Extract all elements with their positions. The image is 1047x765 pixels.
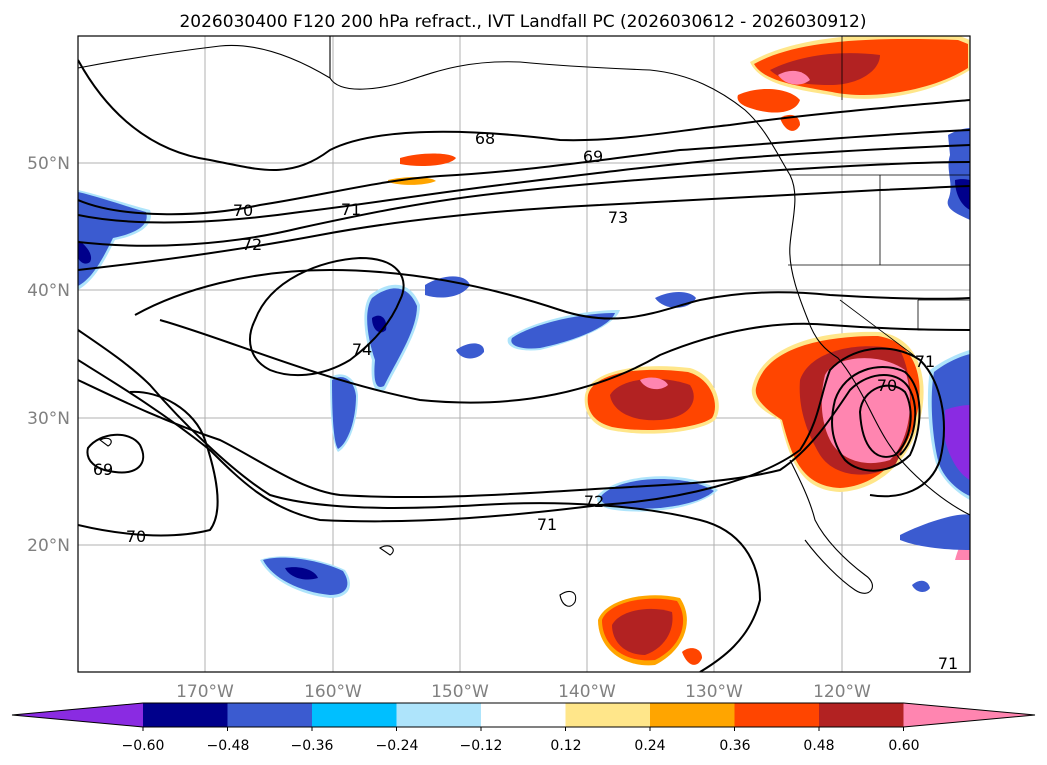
lon-label-170w: 170°W bbox=[176, 682, 234, 702]
colorbar-segment bbox=[650, 703, 736, 727]
lon-label-120w: 120°W bbox=[813, 682, 871, 702]
colorbar-tick-label: −0.36 bbox=[291, 738, 334, 754]
colorbar-tick-label: 0.60 bbox=[888, 738, 919, 754]
contour-label: 71 bbox=[341, 200, 361, 219]
colorbar-segment bbox=[396, 703, 482, 727]
contour-labels: 68 69 70 71 72 73 74 69 70 71 72 71 70 7… bbox=[93, 129, 958, 673]
colorbar-tick-label: −0.24 bbox=[376, 738, 419, 754]
contour-label: 69 bbox=[583, 147, 603, 166]
contour-label: 70 bbox=[233, 201, 253, 220]
map-frame bbox=[77, 35, 971, 673]
lon-label-130w: 130°W bbox=[685, 682, 743, 702]
lon-label-140w: 140°W bbox=[558, 682, 616, 702]
colorbar-ticks: −0.60 −0.48 −0.36 −0.24 −0.12 0.12 0.24 … bbox=[122, 738, 920, 754]
contour-label: 71 bbox=[537, 515, 557, 534]
contour-label: 73 bbox=[608, 208, 628, 227]
colorbar-tick-label: −0.12 bbox=[460, 738, 503, 754]
lat-label-50n: 50°N bbox=[27, 154, 70, 174]
colorbar bbox=[11, 702, 1036, 731]
colorbar-tick-label: 0.48 bbox=[803, 738, 834, 754]
contour-label: 70 bbox=[126, 527, 146, 546]
contour-label: 72 bbox=[242, 235, 262, 254]
longitude-labels: 170°W 160°W 150°W 140°W 130°W 120°W bbox=[176, 682, 871, 702]
lat-label-20n: 20°N bbox=[27, 536, 70, 556]
negative-shading bbox=[78, 128, 970, 598]
colorbar-tick-label: −0.60 bbox=[122, 738, 165, 754]
colorbar-segment bbox=[819, 703, 905, 727]
contour-label: 72 bbox=[584, 492, 604, 511]
colorbar-segment bbox=[481, 703, 567, 727]
lat-label-30n: 30°N bbox=[27, 409, 70, 429]
colorbar-segment bbox=[312, 703, 398, 727]
lon-label-160w: 160°W bbox=[304, 682, 362, 702]
colorbar-segment bbox=[565, 703, 651, 727]
contour-label: 70 bbox=[877, 376, 897, 395]
colorbar-tick-label: −0.48 bbox=[207, 738, 250, 754]
coastlines bbox=[78, 36, 970, 607]
colorbar-extend-low bbox=[12, 703, 143, 727]
map-title: 2026030400 F120 200 hPa refract., IVT La… bbox=[179, 12, 866, 32]
positive-shading bbox=[388, 36, 970, 666]
colorbar-segment bbox=[734, 703, 820, 727]
colorbar-extend-high bbox=[903, 703, 1035, 727]
contour-label: 68 bbox=[475, 129, 495, 148]
contour-label: 71 bbox=[915, 352, 935, 371]
contour-label: 69 bbox=[93, 460, 113, 479]
lon-label-150w: 150°W bbox=[431, 682, 489, 702]
colorbar-segment bbox=[143, 703, 229, 727]
colorbar-tick-label: 0.36 bbox=[719, 738, 750, 754]
latitude-labels: 50°N 40°N 30°N 20°N bbox=[27, 154, 70, 556]
colorbar-segment bbox=[227, 703, 313, 727]
contour-label: 74 bbox=[352, 340, 372, 359]
contour-label: 71 bbox=[938, 654, 958, 673]
map-content bbox=[78, 36, 970, 672]
lat-label-40n: 40°N bbox=[27, 281, 70, 301]
height-contours bbox=[78, 59, 970, 672]
colorbar-tick-label: 0.12 bbox=[550, 738, 581, 754]
colorbar-tick-label: 0.24 bbox=[634, 738, 665, 754]
